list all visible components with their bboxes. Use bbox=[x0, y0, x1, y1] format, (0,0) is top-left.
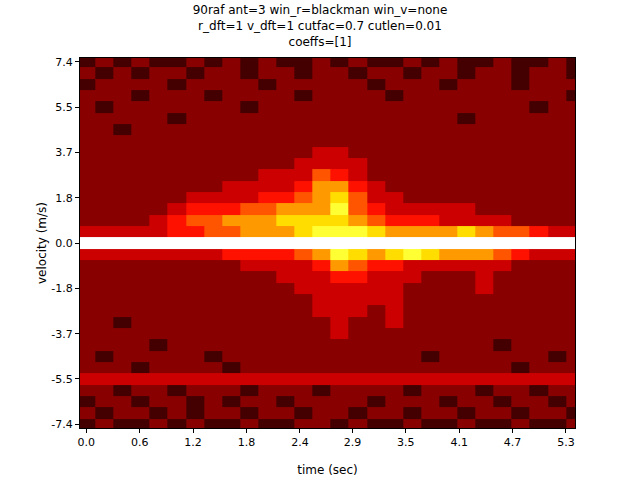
svg-text:-1.8: -1.8 bbox=[51, 282, 72, 295]
svg-text:velocity (m/s): velocity (m/s) bbox=[35, 202, 49, 284]
svg-text:0.6: 0.6 bbox=[131, 436, 149, 449]
svg-text:1.8: 1.8 bbox=[55, 192, 73, 205]
svg-text:1.8: 1.8 bbox=[238, 436, 256, 449]
svg-text:1.2: 1.2 bbox=[184, 436, 202, 449]
svg-text:3.7: 3.7 bbox=[55, 146, 73, 159]
svg-text:2.9: 2.9 bbox=[344, 436, 362, 449]
svg-text:-7.4: -7.4 bbox=[51, 418, 72, 431]
svg-text:0.0: 0.0 bbox=[78, 436, 96, 449]
svg-text:0.0: 0.0 bbox=[55, 237, 73, 250]
svg-text:90raf ant=3 win_r=blackman win: 90raf ant=3 win_r=blackman win_v=noner_d… bbox=[193, 3, 448, 48]
svg-text:-5.5: -5.5 bbox=[51, 373, 72, 386]
svg-text:time (sec): time (sec) bbox=[297, 463, 358, 477]
svg-text:-3.7: -3.7 bbox=[51, 328, 72, 341]
svg-text:5.5: 5.5 bbox=[55, 101, 73, 114]
svg-text:3.5: 3.5 bbox=[397, 436, 415, 449]
svg-text:4.7: 4.7 bbox=[504, 436, 522, 449]
svg-text:7.4: 7.4 bbox=[55, 56, 73, 69]
svg-text:2.4: 2.4 bbox=[291, 436, 309, 449]
svg-text:5.3: 5.3 bbox=[557, 436, 575, 449]
svg-text:4.1: 4.1 bbox=[450, 436, 468, 449]
